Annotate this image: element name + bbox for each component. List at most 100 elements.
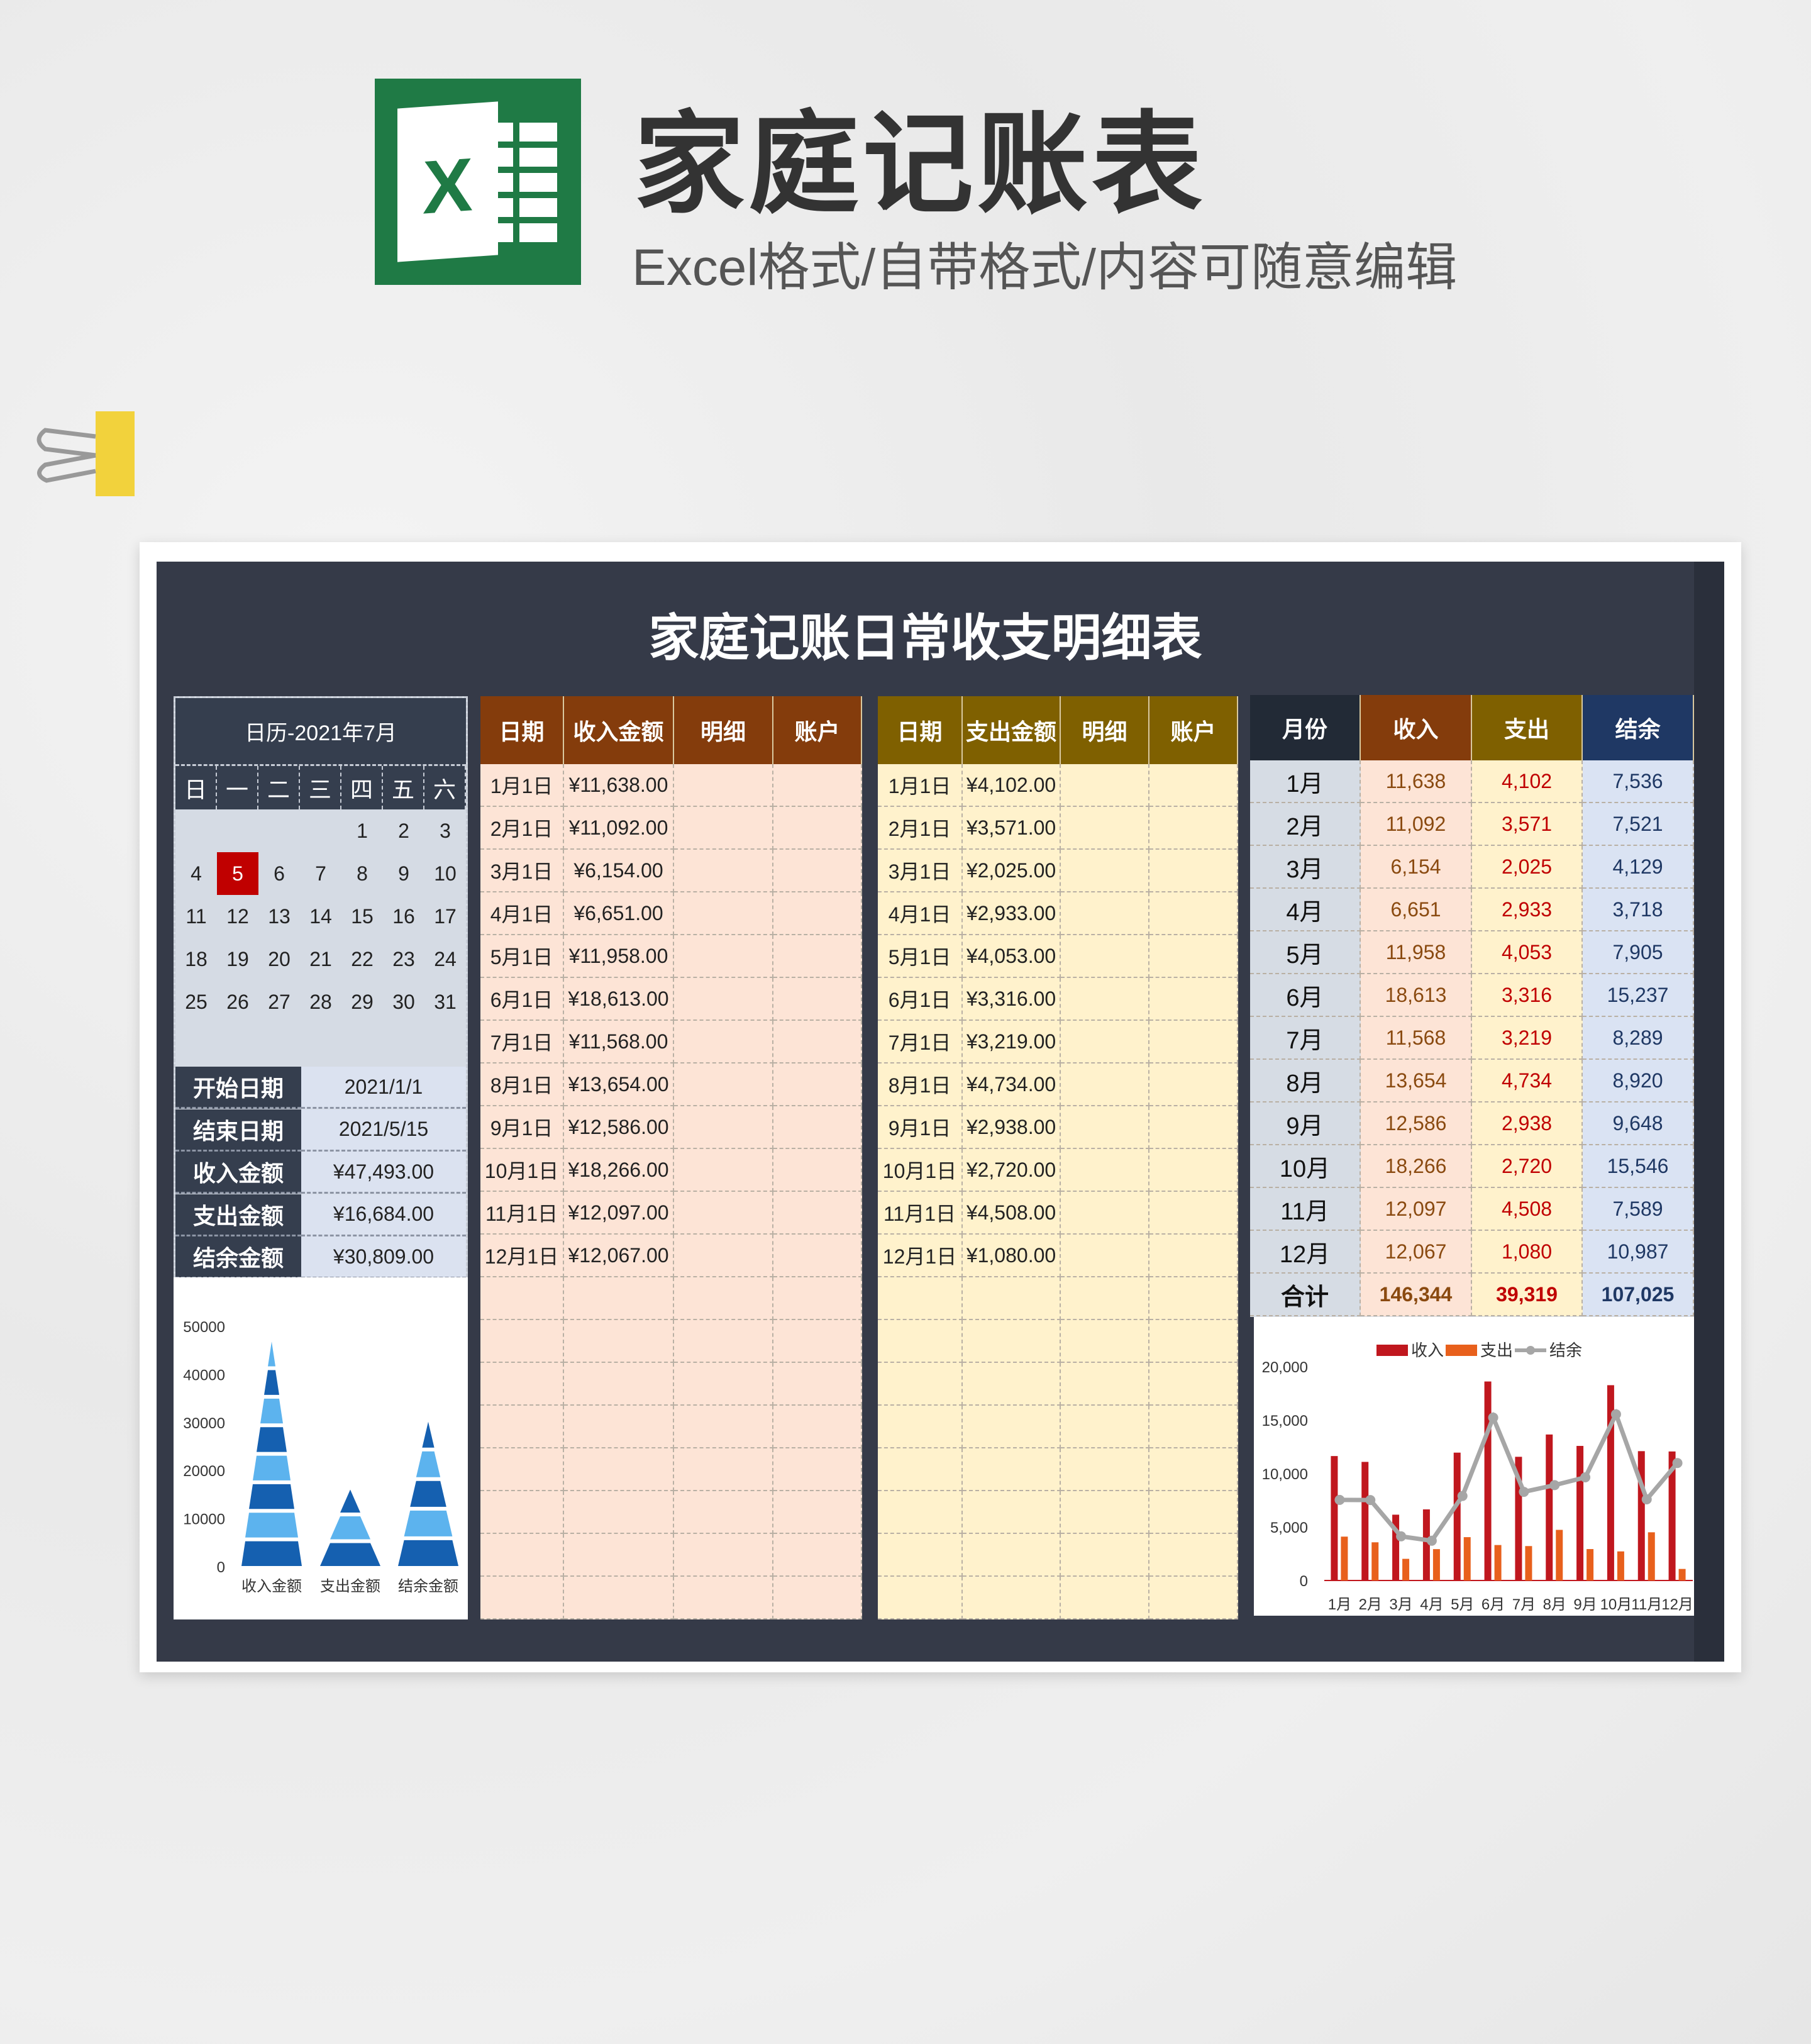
date-cell[interactable]: 7月1日 <box>878 1021 963 1064</box>
calendar-day[interactable]: 19 <box>226 947 249 970</box>
amount-cell[interactable] <box>963 1363 1061 1406</box>
account-cell[interactable] <box>773 1320 862 1363</box>
account-cell[interactable] <box>1149 978 1238 1021</box>
date-cell[interactable]: 10月1日 <box>480 1149 564 1192</box>
account-cell[interactable] <box>773 1491 862 1534</box>
account-cell[interactable] <box>1149 1149 1238 1192</box>
calendar-day[interactable]: 27 <box>268 990 291 1013</box>
calendar-day[interactable]: 30 <box>392 990 415 1013</box>
amount-cell[interactable] <box>564 1406 674 1448</box>
detail-cell[interactable] <box>674 1149 773 1192</box>
date-cell[interactable]: 11月1日 <box>878 1192 963 1235</box>
date-cell[interactable] <box>480 1491 564 1534</box>
amount-cell[interactable] <box>564 1277 674 1320</box>
account-cell[interactable] <box>1149 1192 1238 1235</box>
detail-cell[interactable] <box>674 1363 773 1406</box>
detail-cell[interactable] <box>674 978 773 1021</box>
detail-cell[interactable] <box>1061 892 1149 935</box>
detail-cell[interactable] <box>674 807 773 850</box>
account-cell[interactable] <box>773 1064 862 1106</box>
calendar-day[interactable]: 10 <box>434 862 457 885</box>
date-cell[interactable] <box>878 1448 963 1491</box>
amount-cell[interactable]: ¥11,638.00 <box>564 764 674 807</box>
amount-cell[interactable] <box>564 1320 674 1363</box>
calendar-day[interactable]: 22 <box>351 947 374 970</box>
date-cell[interactable]: 6月1日 <box>878 978 963 1021</box>
account-cell[interactable] <box>1149 1448 1238 1491</box>
calendar-day[interactable]: 7 <box>315 862 326 885</box>
date-cell[interactable]: 10月1日 <box>878 1149 963 1192</box>
detail-cell[interactable] <box>674 1491 773 1534</box>
date-cell[interactable] <box>878 1320 963 1363</box>
account-cell[interactable] <box>1149 1277 1238 1320</box>
calendar-day[interactable]: 21 <box>309 947 332 970</box>
date-cell[interactable]: 9月1日 <box>878 1106 963 1149</box>
detail-cell[interactable] <box>1061 850 1149 892</box>
amount-cell[interactable]: ¥4,508.00 <box>963 1192 1061 1235</box>
account-cell[interactable] <box>773 1021 862 1064</box>
date-cell[interactable] <box>878 1534 963 1577</box>
amount-cell[interactable]: ¥2,025.00 <box>963 850 1061 892</box>
account-cell[interactable] <box>773 1149 862 1192</box>
calendar-day[interactable]: 23 <box>392 947 415 970</box>
date-cell[interactable]: 12月1日 <box>878 1235 963 1277</box>
calendar-day[interactable]: 29 <box>351 990 374 1013</box>
calendar-day[interactable]: 25 <box>185 990 208 1013</box>
amount-cell[interactable] <box>564 1363 674 1406</box>
detail-cell[interactable] <box>1061 1235 1149 1277</box>
calendar-day[interactable]: 11 <box>186 904 207 928</box>
calendar-day[interactable]: 6 <box>274 862 285 885</box>
date-cell[interactable] <box>878 1577 963 1619</box>
detail-cell[interactable] <box>1061 1192 1149 1235</box>
detail-cell[interactable] <box>1061 935 1149 978</box>
account-cell[interactable] <box>773 892 862 935</box>
detail-cell[interactable] <box>674 1277 773 1320</box>
date-cell[interactable] <box>878 1277 963 1320</box>
detail-cell[interactable] <box>1061 1149 1149 1192</box>
calendar-day[interactable]: 12 <box>226 904 249 928</box>
date-cell[interactable]: 11月1日 <box>480 1192 564 1235</box>
date-cell[interactable]: 4月1日 <box>480 892 564 935</box>
detail-cell[interactable] <box>674 1406 773 1448</box>
detail-cell[interactable] <box>1061 1577 1149 1619</box>
date-cell[interactable] <box>480 1363 564 1406</box>
calendar-day[interactable]: 8 <box>357 862 368 885</box>
calendar-day[interactable]: 18 <box>185 947 208 970</box>
calendar-day[interactable]: 24 <box>434 947 457 970</box>
amount-cell[interactable]: ¥11,568.00 <box>564 1021 674 1064</box>
detail-cell[interactable] <box>1061 1534 1149 1577</box>
account-cell[interactable] <box>1149 1406 1238 1448</box>
detail-cell[interactable] <box>1061 1064 1149 1106</box>
date-cell[interactable]: 7月1日 <box>480 1021 564 1064</box>
detail-cell[interactable] <box>1061 1106 1149 1149</box>
account-cell[interactable] <box>773 764 862 807</box>
calendar-day[interactable]: 2 <box>398 819 409 842</box>
date-cell[interactable]: 2月1日 <box>480 807 564 850</box>
detail-cell[interactable] <box>674 1534 773 1577</box>
detail-cell[interactable] <box>674 764 773 807</box>
account-cell[interactable] <box>1149 892 1238 935</box>
calendar-day[interactable]: 31 <box>434 990 457 1013</box>
amount-cell[interactable]: ¥2,720.00 <box>963 1149 1061 1192</box>
detail-cell[interactable] <box>1061 1363 1149 1406</box>
account-cell[interactable] <box>1149 1320 1238 1363</box>
amount-cell[interactable]: ¥2,938.00 <box>963 1106 1061 1149</box>
date-cell[interactable]: 8月1日 <box>878 1064 963 1106</box>
date-cell[interactable]: 8月1日 <box>480 1064 564 1106</box>
date-cell[interactable] <box>878 1491 963 1534</box>
amount-cell[interactable]: ¥3,571.00 <box>963 807 1061 850</box>
detail-cell[interactable] <box>1061 807 1149 850</box>
amount-cell[interactable]: ¥1,080.00 <box>963 1235 1061 1277</box>
detail-cell[interactable] <box>674 1577 773 1619</box>
detail-cell[interactable] <box>1061 1448 1149 1491</box>
amount-cell[interactable]: ¥18,613.00 <box>564 978 674 1021</box>
account-cell[interactable] <box>773 1534 862 1577</box>
account-cell[interactable] <box>773 807 862 850</box>
date-cell[interactable] <box>480 1577 564 1619</box>
amount-cell[interactable]: ¥4,102.00 <box>963 764 1061 807</box>
account-cell[interactable] <box>1149 1491 1238 1534</box>
date-cell[interactable]: 3月1日 <box>480 850 564 892</box>
amount-cell[interactable]: ¥6,154.00 <box>564 850 674 892</box>
amount-cell[interactable]: ¥12,097.00 <box>564 1192 674 1235</box>
amount-cell[interactable] <box>963 1534 1061 1577</box>
